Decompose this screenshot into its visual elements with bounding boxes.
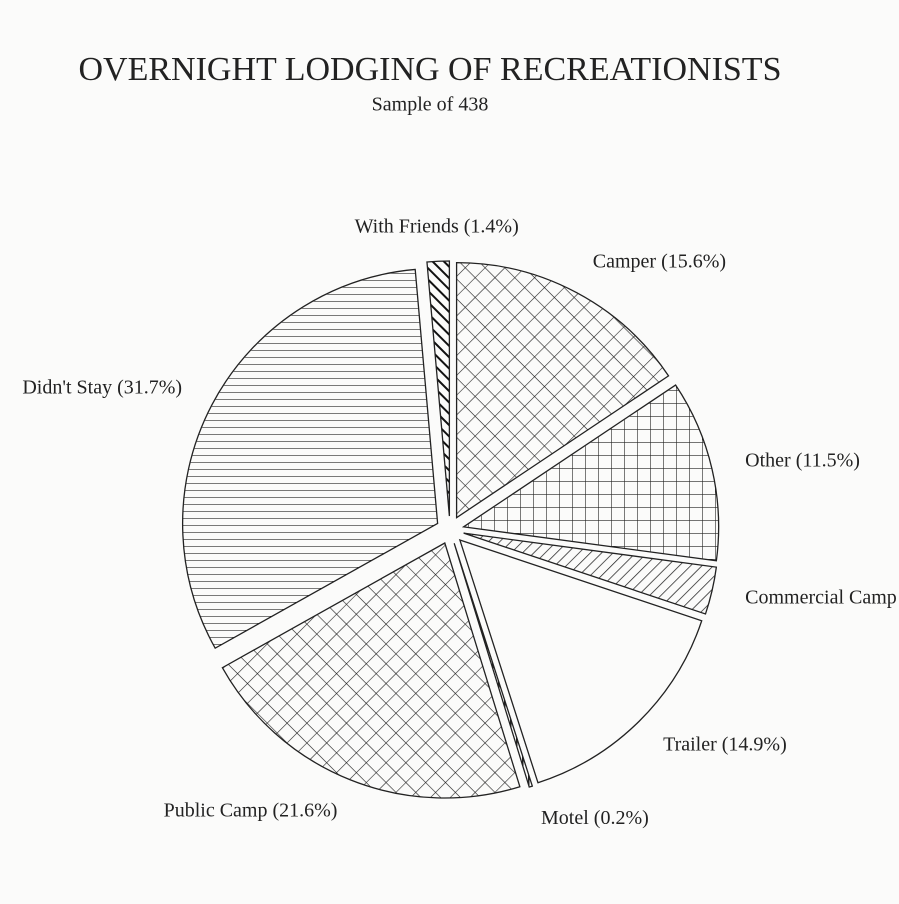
slice-label: With Friends (1.4%) xyxy=(355,215,519,237)
pie-slice xyxy=(426,260,451,517)
pie-slice xyxy=(461,384,720,562)
pie-slice xyxy=(455,262,670,519)
pie-slice xyxy=(463,532,718,615)
pie-slice xyxy=(458,538,703,784)
slice-label: Motel (0.2%) xyxy=(541,807,649,829)
category-name: Other xyxy=(745,449,791,471)
value-label: (21.6%) xyxy=(272,799,337,821)
slice-label: Other (11.5%) xyxy=(745,449,860,471)
pie-slice xyxy=(181,268,439,650)
value-label: (31.7%) xyxy=(117,376,182,398)
category-name: Trailer xyxy=(663,733,717,755)
chart-title: OVERNIGHT LODGING OF RECREATIONISTS xyxy=(79,51,782,88)
category-name: Motel xyxy=(541,807,589,829)
pie-slice xyxy=(453,543,534,788)
slice-label: Didn't Stay (31.7%) xyxy=(22,376,182,398)
category-name: Commercial Camp xyxy=(745,586,897,608)
category-name: Public Camp xyxy=(164,799,268,821)
value-label: (11.5%) xyxy=(796,449,860,471)
category-name: Didn't Stay xyxy=(22,376,112,398)
slice-label: Commercial Camp (3.0%) xyxy=(745,586,899,608)
slice-label: Trailer (14.9%) xyxy=(663,733,787,755)
slice-label: Camper (15.6%) xyxy=(593,250,726,272)
value-label: (15.6%) xyxy=(661,250,726,272)
pie-slice xyxy=(221,542,521,799)
value-label: (1.4%) xyxy=(464,215,519,237)
chart-subtitle: Sample of 438 xyxy=(372,94,489,116)
value-label: (0.2%) xyxy=(594,807,649,829)
category-name: With Friends xyxy=(355,215,459,237)
slice-label: Public Camp (21.6%) xyxy=(164,799,338,821)
value-label: (14.9%) xyxy=(722,733,787,755)
category-name: Camper xyxy=(593,250,657,272)
